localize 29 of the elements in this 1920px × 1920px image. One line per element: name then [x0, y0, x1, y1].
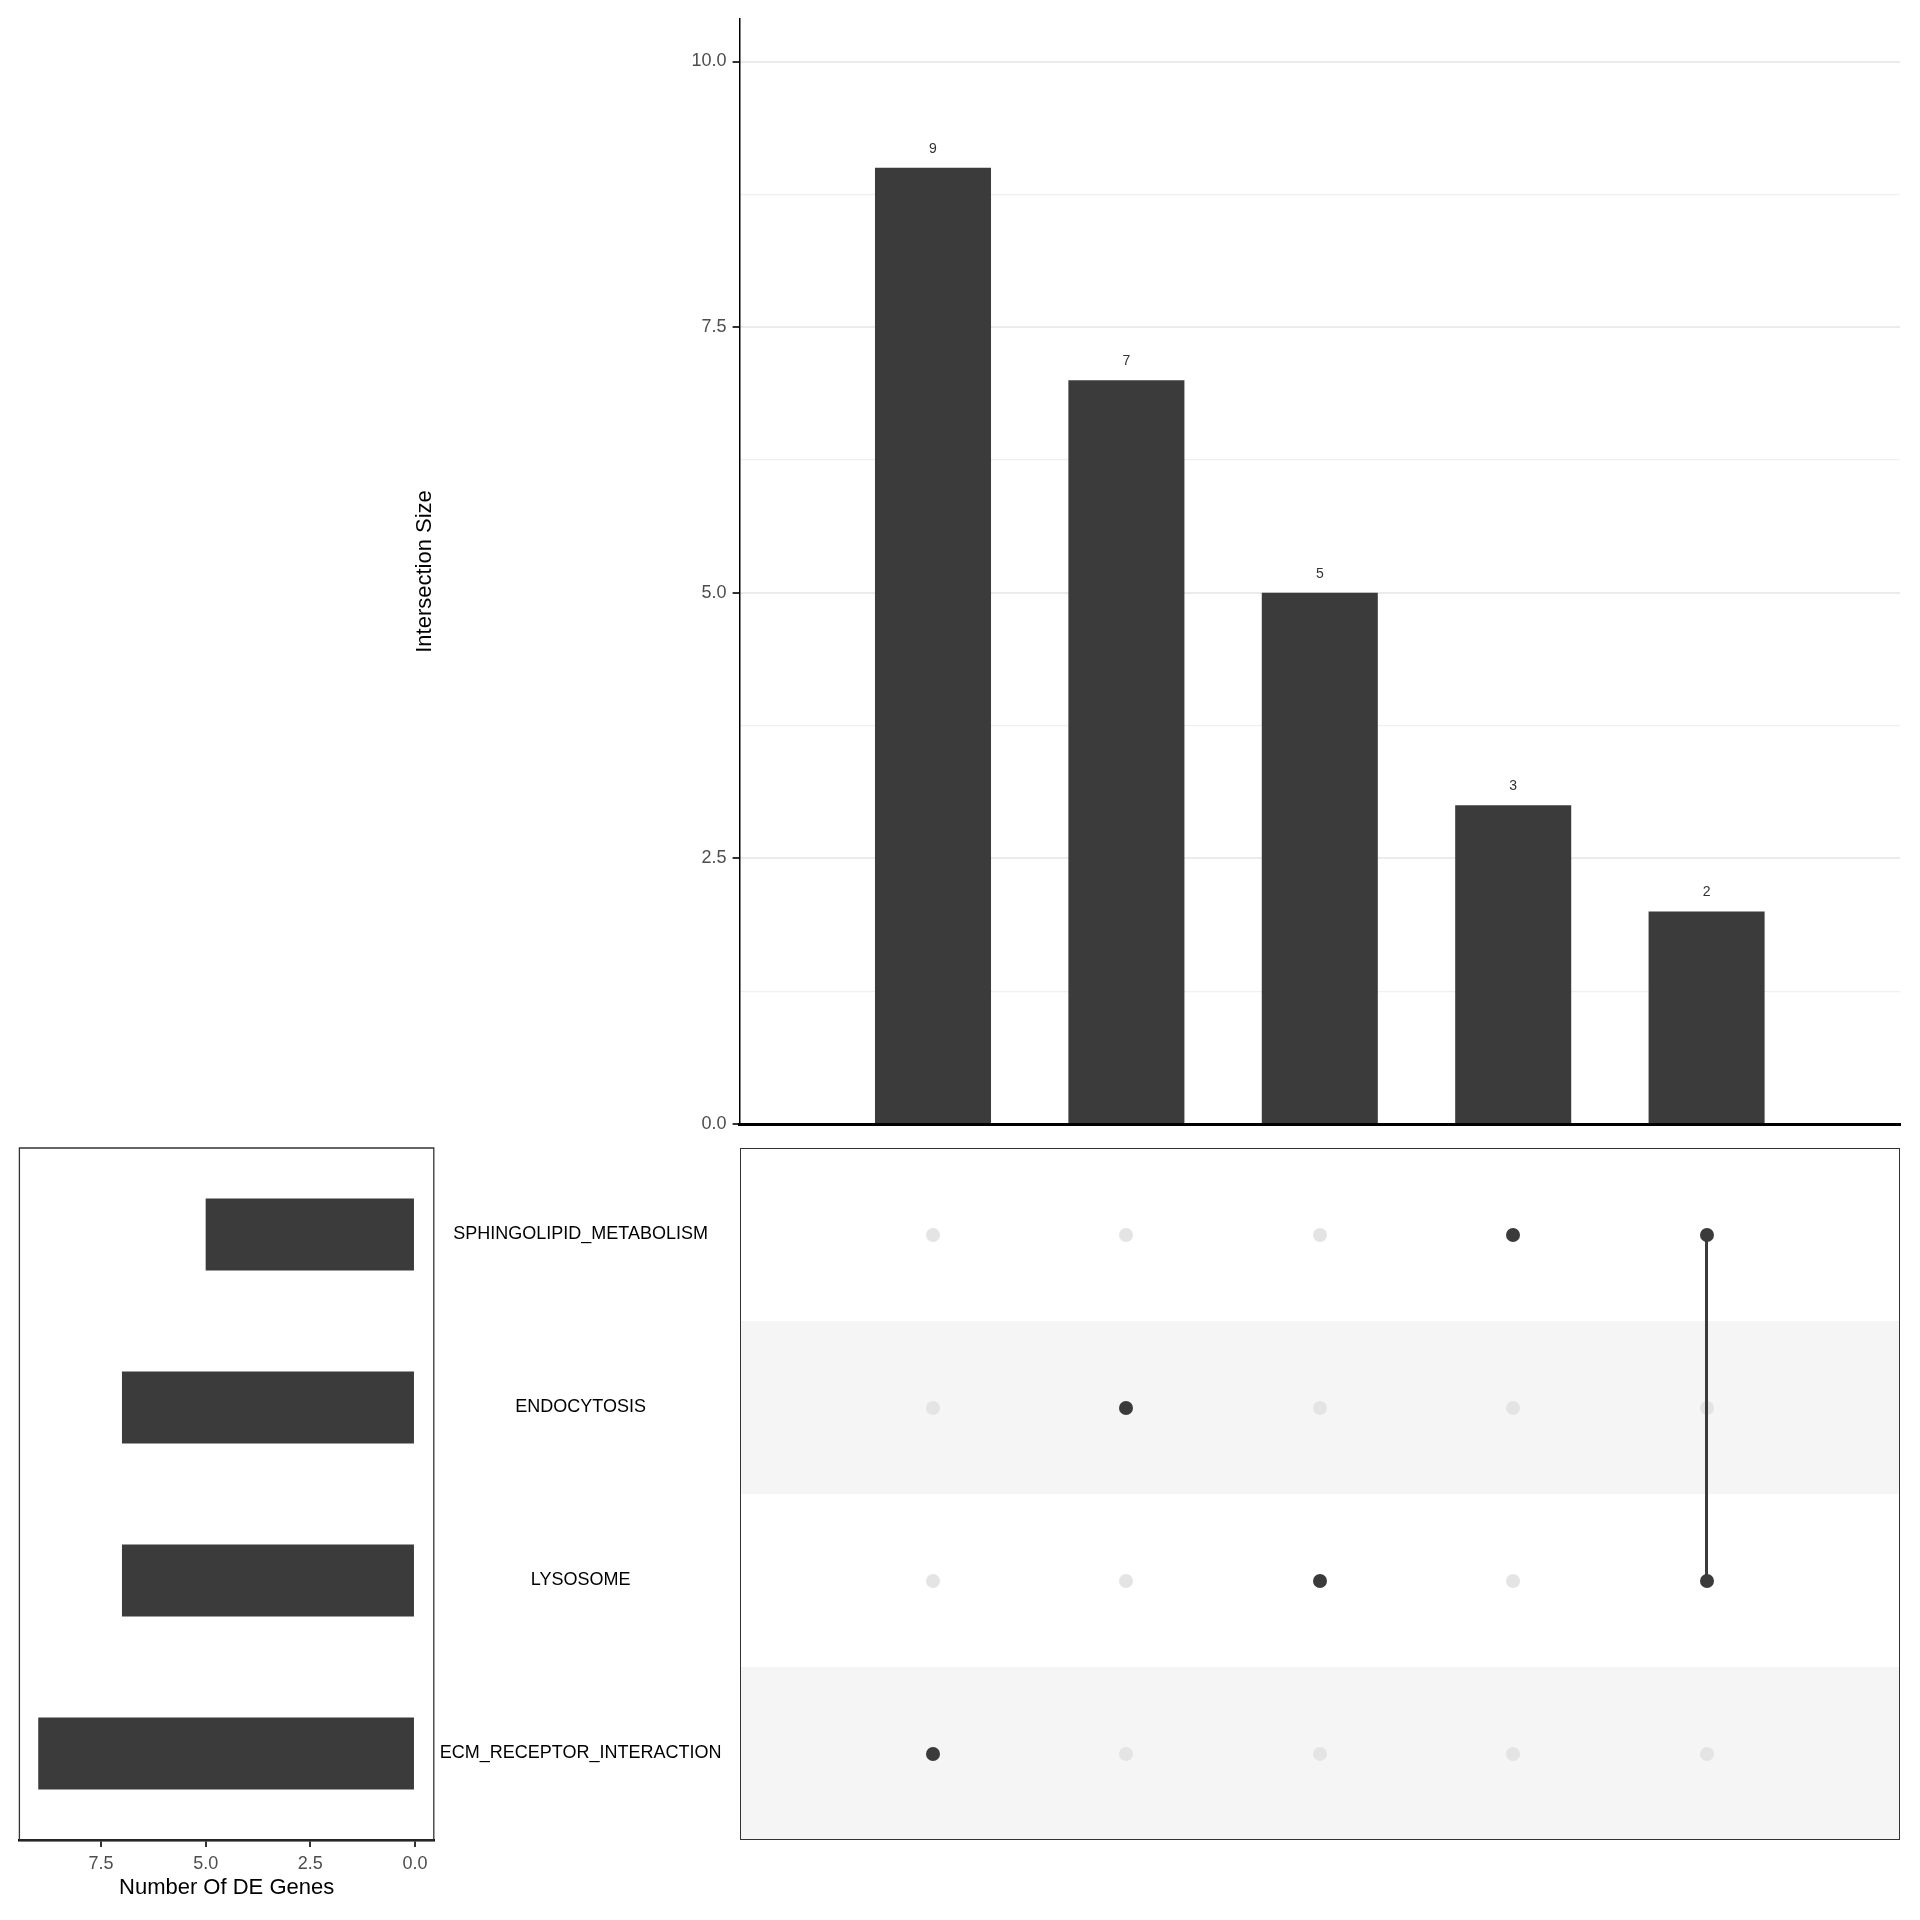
y-tick-label: LYSOSOME: [530, 1569, 631, 1590]
x-tick-label: 2.5: [297, 1852, 323, 1873]
x-tick-label: 5.0: [193, 1852, 219, 1873]
data-label: 7: [1122, 352, 1131, 369]
y-tick-label: ECM_RECEPTOR_INTERACTION: [439, 1742, 722, 1764]
y-axis-title: Intersection Size: [411, 490, 437, 653]
bar: [874, 167, 992, 1123]
bar: [1648, 911, 1765, 1123]
y-tick-label: 2.5: [701, 847, 727, 868]
bar: [38, 1717, 414, 1790]
y-tick-label: 10.0: [691, 50, 727, 71]
y-tick-label: SPHINGOLIPID_METABOLISM: [453, 1223, 709, 1245]
y-tick-label: ENDOCYTOSIS: [515, 1396, 647, 1417]
data-label: 9: [929, 139, 938, 156]
data-label: 3: [1509, 777, 1518, 794]
x-axis-title: Number Of DE Genes: [119, 1874, 335, 1900]
y-tick-label: 0.0: [701, 1112, 727, 1133]
y-tick-label: 5.0: [701, 581, 727, 602]
bar: [121, 1544, 414, 1617]
x-tick-label: 7.5: [88, 1852, 114, 1873]
bar: [1261, 592, 1378, 1123]
y-tick-label: 7.5: [701, 316, 727, 337]
data-label: 5: [1315, 564, 1324, 581]
x-tick-label: 0.0: [402, 1852, 428, 1873]
data-label: 2: [1702, 883, 1711, 900]
bar: [205, 1198, 414, 1271]
bar: [1455, 805, 1572, 1123]
bar: [121, 1371, 414, 1444]
bar: [1068, 380, 1185, 1123]
